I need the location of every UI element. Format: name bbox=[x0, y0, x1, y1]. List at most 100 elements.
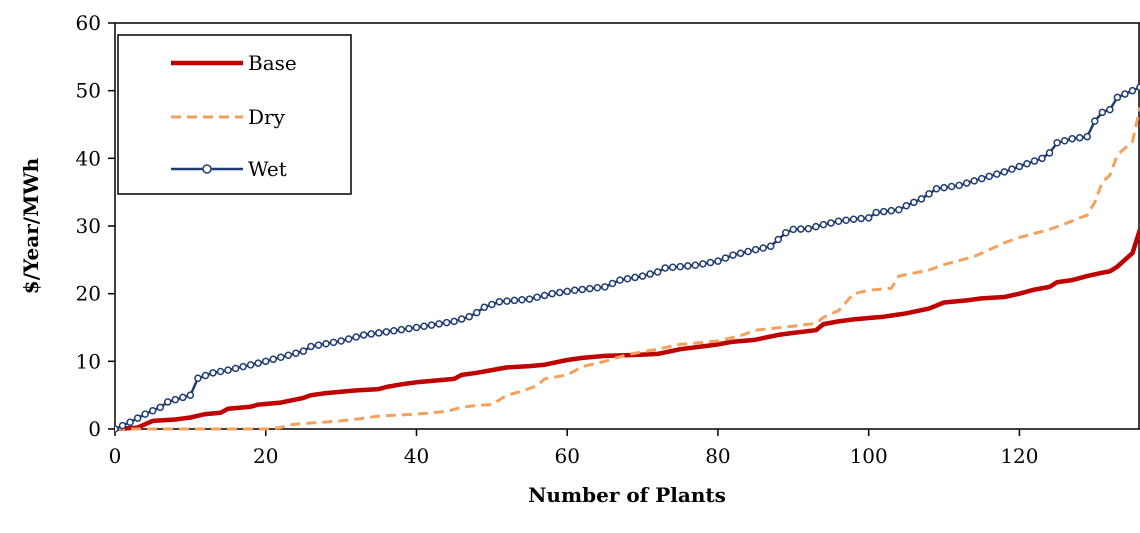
y-tick-label: 0 bbox=[88, 417, 101, 441]
legend-marker-wet bbox=[202, 164, 212, 174]
y-axis-title: $/Year/MWh bbox=[19, 157, 43, 294]
data-point-wet bbox=[646, 270, 654, 278]
data-point-wet bbox=[390, 326, 398, 335]
data-point-wet bbox=[842, 216, 850, 224]
data-point-wet bbox=[246, 361, 255, 369]
data-point-wet bbox=[118, 421, 127, 430]
data-point-wet bbox=[1030, 157, 1039, 165]
data-point-wet bbox=[420, 322, 428, 331]
data-point-wet bbox=[1045, 149, 1054, 157]
legend-label-wet: Wet bbox=[248, 157, 287, 181]
data-point-wet bbox=[352, 333, 360, 341]
data-point-wet bbox=[540, 291, 549, 300]
data-point-wet bbox=[337, 337, 345, 345]
data-point-wet bbox=[299, 347, 308, 355]
x-tick-label: 60 bbox=[554, 444, 579, 468]
y-tick-label: 40 bbox=[76, 146, 101, 170]
data-point-wet bbox=[488, 300, 496, 309]
data-point-wet bbox=[427, 321, 436, 329]
data-point-wet bbox=[359, 331, 368, 339]
data-point-wet bbox=[616, 276, 624, 284]
data-point-wet bbox=[797, 225, 805, 233]
data-point-wet bbox=[171, 395, 180, 404]
data-point-wet bbox=[307, 342, 315, 351]
data-point-wet bbox=[970, 177, 978, 185]
series-line-dry bbox=[115, 107, 1140, 431]
data-point-wet bbox=[1008, 165, 1016, 173]
data-point-wet bbox=[827, 219, 835, 227]
data-point-wet bbox=[224, 366, 232, 374]
data-point-wet bbox=[977, 174, 986, 183]
data-point-wet bbox=[1075, 133, 1084, 142]
series-layer bbox=[115, 83, 1140, 433]
data-point-wet bbox=[782, 229, 790, 237]
y-tick-label: 10 bbox=[76, 349, 101, 373]
data-point-wet bbox=[638, 272, 647, 280]
data-point-wet bbox=[435, 320, 443, 328]
x-tick-label: 20 bbox=[253, 444, 278, 468]
data-point-wet bbox=[1091, 117, 1099, 125]
data-point-wet bbox=[623, 275, 632, 283]
data-point-wet bbox=[450, 317, 458, 326]
series-wet bbox=[115, 83, 1140, 433]
data-point-wet bbox=[277, 353, 285, 362]
data-point-wet bbox=[593, 283, 602, 292]
data-point-wet bbox=[216, 367, 225, 376]
data-point-wet bbox=[789, 225, 798, 234]
data-point-wet bbox=[480, 303, 489, 311]
data-point-wet bbox=[186, 391, 195, 399]
data-point-wet bbox=[766, 242, 775, 251]
data-point-wet bbox=[706, 258, 715, 267]
data-point-wet bbox=[1023, 159, 1031, 168]
data-point-wet bbox=[412, 323, 421, 332]
data-point-wet bbox=[405, 324, 413, 333]
data-point-wet bbox=[812, 222, 820, 231]
data-point-wet bbox=[115, 425, 119, 433]
data-point-wet bbox=[1083, 132, 1091, 141]
data-point-wet bbox=[925, 190, 933, 198]
data-point-wet bbox=[804, 224, 813, 233]
legend-label-dry: Dry bbox=[248, 105, 286, 129]
data-point-wet bbox=[1113, 93, 1122, 102]
data-point-wet bbox=[910, 198, 918, 207]
data-point-wet bbox=[126, 418, 134, 426]
data-point-wet bbox=[284, 351, 293, 359]
data-point-wet bbox=[902, 201, 911, 210]
data-point-wet bbox=[1068, 134, 1076, 143]
data-point-wet bbox=[1000, 168, 1009, 176]
data-point-wet bbox=[578, 285, 587, 294]
data-point-wet bbox=[179, 393, 187, 402]
data-point-wet bbox=[239, 362, 247, 371]
data-point-wet bbox=[164, 398, 172, 406]
data-point-wet bbox=[653, 268, 662, 276]
x-axis-title: Number of Plants bbox=[528, 483, 726, 507]
legend: Base Dry Wet bbox=[117, 34, 352, 195]
data-point-wet bbox=[563, 287, 571, 296]
data-point-wet bbox=[533, 293, 541, 302]
data-point-wet bbox=[269, 355, 278, 364]
data-point-wet bbox=[684, 262, 692, 270]
data-point-wet bbox=[148, 406, 157, 415]
data-point-wet bbox=[473, 308, 481, 317]
data-point-wet bbox=[314, 341, 323, 349]
data-point-wet bbox=[548, 289, 556, 298]
data-point-wet bbox=[510, 296, 519, 305]
data-point-wet bbox=[209, 369, 217, 377]
data-point-wet bbox=[1038, 154, 1046, 163]
data-point-wet bbox=[819, 220, 828, 229]
data-point-wet bbox=[947, 182, 956, 191]
data-point-wet bbox=[721, 254, 730, 262]
x-tick-label: 40 bbox=[404, 444, 429, 468]
series-dry bbox=[115, 107, 1140, 431]
data-point-wet bbox=[133, 414, 142, 422]
data-point-wet bbox=[525, 295, 534, 303]
data-point-wet bbox=[586, 284, 594, 293]
data-point-wet bbox=[985, 172, 994, 181]
data-point-wet bbox=[887, 206, 896, 215]
data-point-wet bbox=[849, 215, 858, 223]
data-point-wet bbox=[397, 325, 406, 334]
data-point-wet bbox=[570, 286, 579, 295]
data-point-wet bbox=[1060, 136, 1069, 145]
data-point-wet bbox=[1098, 108, 1107, 117]
data-point-wet bbox=[668, 263, 677, 272]
